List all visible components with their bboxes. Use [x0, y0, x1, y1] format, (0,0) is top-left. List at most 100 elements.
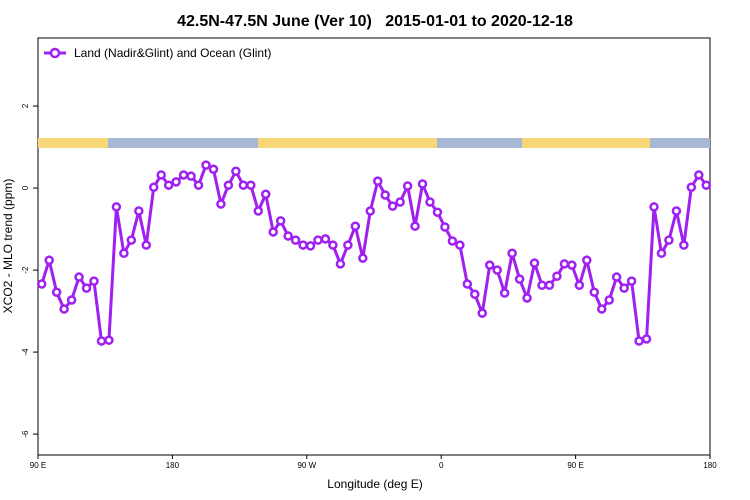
- data-point: [432, 207, 443, 218]
- data-point: [104, 335, 114, 345]
- data-point: [290, 235, 301, 245]
- data-point: [59, 304, 69, 314]
- ocean-band: [650, 138, 710, 148]
- data-point: [343, 240, 353, 250]
- data-point: [66, 295, 77, 305]
- y-tick-label: -6: [21, 430, 30, 438]
- x-tick-label: 90 E: [30, 461, 46, 470]
- data-point: [36, 279, 47, 289]
- data-point: [589, 287, 600, 297]
- data-point: [694, 170, 704, 180]
- y-tick-label: 2: [21, 103, 30, 108]
- data-point: [514, 274, 525, 284]
- data-point: [507, 248, 517, 259]
- data-point: [260, 189, 271, 199]
- data-point: [81, 283, 92, 293]
- y-axis-label: XCO2 - MLO trend (ppm): [1, 179, 15, 314]
- x-axis-label: Longitude (deg E): [327, 477, 422, 491]
- data-point: [649, 202, 659, 212]
- data-point: [186, 171, 196, 181]
- data-point: [74, 272, 84, 282]
- data-point: [462, 279, 473, 289]
- data-point: [148, 182, 159, 193]
- data-point: [641, 334, 652, 344]
- data-point: [201, 160, 211, 170]
- data-point: [171, 177, 181, 187]
- data-point: [193, 180, 204, 190]
- data-point: [358, 253, 368, 263]
- data-point: [313, 235, 323, 245]
- data-point: [372, 176, 383, 186]
- data-point: [111, 202, 122, 212]
- data-point: [178, 170, 189, 180]
- data-point: [440, 222, 450, 232]
- data-point: [634, 336, 644, 346]
- x-tick-label: 90 W: [297, 461, 316, 470]
- data-point: [89, 276, 99, 286]
- data-point: [402, 181, 413, 191]
- land-band: [258, 138, 437, 148]
- data-point: [522, 293, 532, 303]
- data-point: [163, 180, 174, 190]
- y-tick-label: 0: [21, 185, 30, 190]
- data-point: [574, 280, 585, 290]
- data-point: [664, 235, 674, 245]
- data-point: [656, 248, 667, 259]
- data-point: [208, 164, 219, 174]
- data-point: [626, 276, 637, 286]
- data-point: [417, 179, 428, 189]
- data-point: [552, 271, 562, 281]
- data-point: [283, 231, 293, 241]
- data-point: [447, 236, 458, 246]
- land-ocean-strip: [38, 138, 710, 148]
- data-point: [679, 240, 689, 250]
- data-point: [537, 280, 547, 290]
- x-tick-label: 90 E: [567, 461, 583, 470]
- data-point: [529, 258, 540, 268]
- data-point: [298, 240, 308, 250]
- data-point: [596, 304, 607, 314]
- data-point: [44, 255, 54, 265]
- data-point: [611, 272, 622, 282]
- chart-title: 42.5N-47.5N June (Ver 10) 2015-01-01 to …: [177, 13, 573, 30]
- data-point: [425, 197, 435, 207]
- data-point: [380, 190, 390, 200]
- data-point: [499, 288, 510, 298]
- data-point: [470, 289, 480, 300]
- data-point: [559, 259, 570, 269]
- data-point: [134, 206, 144, 216]
- data-point: [119, 248, 129, 259]
- data-point: [268, 227, 278, 237]
- data-point: [51, 287, 62, 297]
- data-point: [350, 221, 361, 231]
- data-point: [686, 182, 697, 193]
- data-point: [455, 240, 465, 250]
- y-tick-label: -4: [21, 348, 30, 356]
- data-point: [126, 235, 137, 245]
- data-point: [223, 180, 234, 190]
- data-point: [253, 206, 264, 216]
- data-point: [238, 180, 249, 190]
- legend-label: Land (Nadir&Glint) and Ocean (Glint): [74, 46, 271, 60]
- plot-frame: [37, 37, 711, 456]
- land-band: [522, 138, 650, 148]
- data-point: [275, 216, 286, 226]
- data-point: [335, 259, 346, 269]
- data-point: [410, 221, 420, 231]
- land-band: [38, 138, 108, 148]
- x-tick-label: 180: [166, 461, 180, 470]
- ocean-band: [108, 138, 258, 148]
- data-point: [395, 197, 405, 207]
- data-point: [365, 206, 376, 216]
- data-point: [484, 260, 495, 270]
- y-tick-label: -2: [21, 266, 30, 274]
- series-line: [40, 162, 708, 343]
- data-point: [492, 265, 502, 275]
- data-point: [477, 308, 488, 318]
- legend-marker: [49, 47, 61, 59]
- data-point: [387, 201, 398, 211]
- data-point: [96, 336, 107, 346]
- data-point: [320, 234, 331, 244]
